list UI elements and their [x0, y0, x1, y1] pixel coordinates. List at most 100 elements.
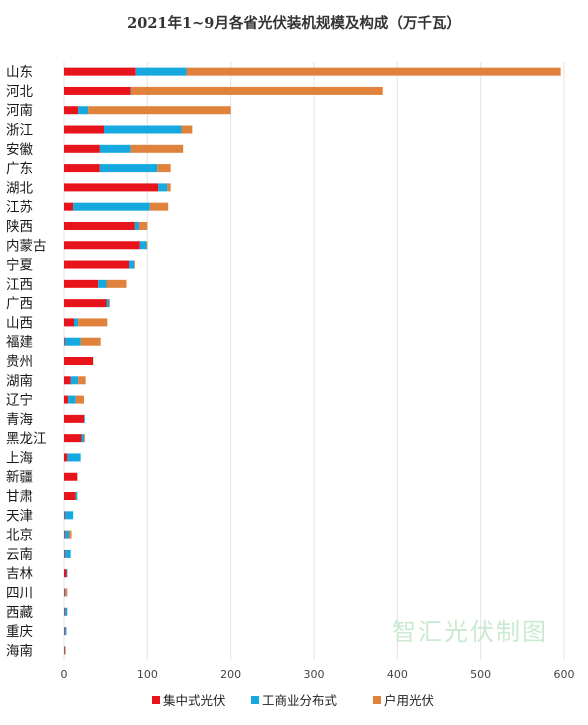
- bar-segment: [64, 183, 159, 192]
- bar-segment: [69, 530, 72, 539]
- bar-segment: [129, 260, 134, 269]
- category-label: 河北: [6, 84, 33, 100]
- bar-segment: [78, 376, 86, 385]
- bar-segment: [75, 395, 84, 404]
- bar-segment: [64, 164, 100, 173]
- category-label: 新疆: [6, 470, 33, 486]
- legend-label: 集中式光伏: [163, 693, 226, 708]
- category-label: 西藏: [6, 605, 33, 621]
- category-label: 云南: [6, 547, 33, 563]
- bar-segment: [88, 106, 231, 115]
- category-label: 贵州: [6, 354, 33, 370]
- bar-segment: [64, 569, 67, 578]
- bar-segment: [135, 67, 187, 76]
- category-label: 山东: [6, 65, 33, 81]
- bar-segment: [99, 164, 158, 173]
- bar-segment: [64, 472, 78, 481]
- category-label: 湖南: [6, 373, 33, 389]
- bar-segment: [78, 318, 108, 327]
- bar-segment: [181, 125, 193, 134]
- category-label: 黑龙江: [6, 431, 47, 447]
- bar-segment: [64, 607, 65, 616]
- category-label: 山西: [6, 315, 33, 331]
- x-tick-label: 200: [220, 668, 241, 681]
- bar-segment: [98, 279, 107, 288]
- category-label: 重庆: [6, 624, 33, 640]
- bar-segment: [68, 395, 76, 404]
- legend-label: 工商业分布式: [262, 693, 338, 708]
- chart-title: 2021年1~9月各省光伏装机规模及构成（万千瓦）: [127, 14, 461, 32]
- bar-segment: [64, 221, 135, 230]
- category-label: 河南: [6, 103, 33, 119]
- legend-label: 户用光伏: [384, 693, 435, 708]
- legend-swatch: [152, 696, 160, 704]
- bar-segment: [64, 299, 107, 308]
- bar-segment: [109, 299, 110, 308]
- bar-segment: [131, 86, 383, 95]
- bar-segment: [64, 549, 71, 558]
- x-tick-label: 500: [470, 668, 491, 681]
- bar-segment: [81, 434, 84, 443]
- category-label: 甘肃: [6, 489, 33, 505]
- category-label: 内蒙古: [6, 238, 47, 254]
- category-label: 陕西: [6, 219, 33, 235]
- bar-segment: [64, 627, 65, 636]
- bar-segment: [134, 260, 135, 269]
- bar-segment: [64, 395, 69, 404]
- x-tick-label: 100: [137, 668, 158, 681]
- gridlines: [63, 62, 565, 660]
- bar-segment: [157, 164, 171, 173]
- legend-swatch: [251, 696, 259, 704]
- bar-segment: [106, 279, 127, 288]
- bar-segment: [99, 144, 131, 153]
- bar-segment: [186, 67, 561, 76]
- bar-segment: [158, 183, 168, 192]
- bar-segment: [64, 260, 129, 269]
- bar-segment: [64, 511, 65, 520]
- category-label: 北京: [6, 528, 33, 544]
- category-label: 天津: [6, 508, 33, 524]
- bars: [64, 67, 561, 655]
- bar-segment: [64, 144, 100, 153]
- bar-segment: [64, 357, 94, 365]
- bar-segment: [74, 318, 79, 327]
- category-label: 安徽: [6, 142, 33, 158]
- category-label: 浙江: [6, 123, 33, 139]
- bar-segment: [64, 588, 66, 597]
- bar-segment: [64, 337, 81, 346]
- category-label: 四川: [6, 585, 33, 601]
- category-labels: 山东河北河南浙江安徽广东湖北江苏陕西内蒙古宁夏江西广西山西福建贵州湖南辽宁青海黑…: [6, 65, 47, 660]
- bar-segment: [139, 241, 147, 250]
- bar-segment: [64, 530, 69, 539]
- bar-segment: [106, 299, 109, 308]
- category-label: 福建: [6, 335, 33, 351]
- bar-segment: [64, 492, 76, 501]
- bar-segment: [70, 376, 79, 385]
- bar-segment: [146, 241, 148, 250]
- x-tick-label: 0: [61, 668, 68, 681]
- bar-segment: [73, 202, 150, 211]
- bar-segment: [64, 530, 65, 539]
- bar-segment: [64, 337, 65, 346]
- bar-segment: [84, 434, 85, 443]
- bar-segment: [64, 376, 71, 385]
- bar-segment: [75, 492, 78, 501]
- bar-segment: [64, 86, 131, 95]
- bar-segment: [84, 414, 85, 423]
- bar-segment: [64, 646, 65, 655]
- bar-segment: [65, 588, 68, 597]
- category-label: 海南: [6, 643, 33, 659]
- bar-segment: [134, 221, 139, 230]
- bar-segment: [64, 511, 74, 520]
- bar-segment: [64, 279, 99, 288]
- bar-segment: [78, 106, 89, 115]
- watermark-text: 智汇光伏制图: [392, 618, 548, 646]
- bar-segment: [64, 627, 67, 636]
- bar-segment: [64, 106, 79, 115]
- x-tick-label: 400: [387, 668, 408, 681]
- bar-segment: [130, 144, 184, 153]
- bar-segment: [64, 125, 104, 134]
- bar-segment: [64, 241, 140, 250]
- bar-segment: [64, 202, 74, 211]
